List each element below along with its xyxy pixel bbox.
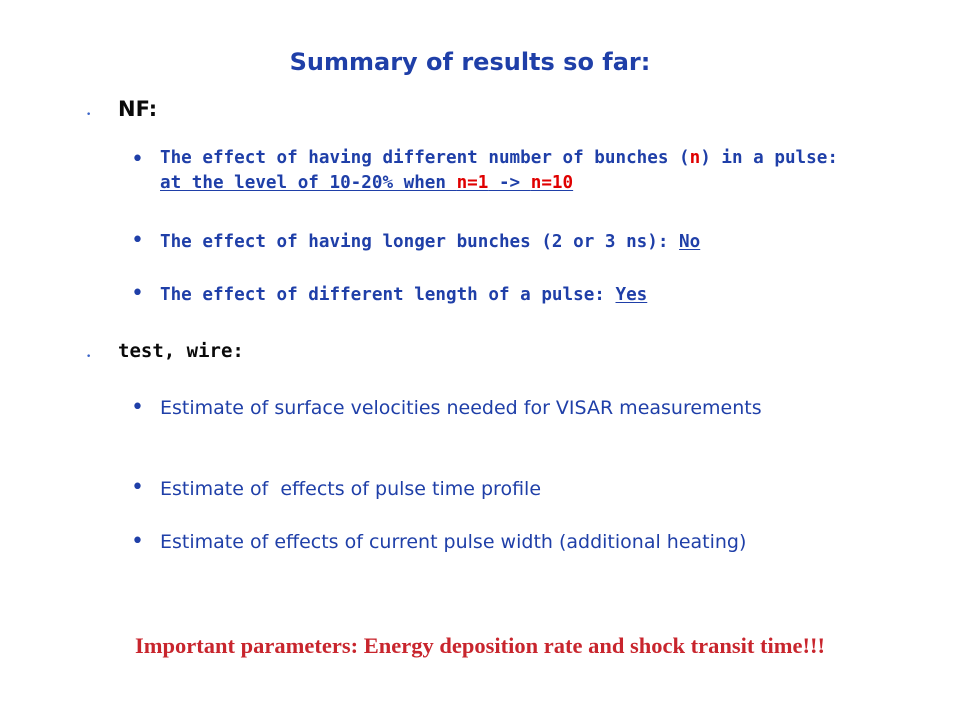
item-text: The effect of different length of a puls… bbox=[160, 285, 616, 305]
bullet-dot: • bbox=[131, 529, 144, 554]
item-text: ) in a pulse: bbox=[700, 148, 838, 168]
slide-title: Summary of results so far: bbox=[289, 48, 651, 76]
list-item-time-profile: Estimate of effects of pulse time profil… bbox=[160, 478, 542, 500]
bullet-dot: • bbox=[131, 147, 144, 172]
bullet-dot: • bbox=[131, 395, 144, 420]
bullet-dot: • bbox=[131, 281, 144, 306]
list-item-longer-bunches: The effect of having longer bunches (2 o… bbox=[160, 230, 850, 255]
bullet-dot: • bbox=[86, 352, 92, 362]
item-text: The effect of having different number of… bbox=[160, 148, 690, 168]
list-item-pulse-width: Estimate of effects of current pulse wid… bbox=[160, 531, 747, 553]
item-variable-n: n bbox=[689, 148, 701, 168]
list-item-bunches: The effect of having different number of… bbox=[160, 146, 850, 196]
section-heading-test-wire: test, wire: bbox=[118, 340, 244, 362]
item-result: at the level of 10-20% when n=1 -> n=10 bbox=[160, 173, 574, 193]
list-item-surface-velocities: Estimate of surface velocities needed fo… bbox=[160, 397, 762, 419]
bullet-dot: • bbox=[131, 475, 144, 500]
bullet-dot: • bbox=[86, 110, 92, 120]
footer-note: Important parameters: Energy deposition … bbox=[135, 633, 825, 658]
item-text: The effect of having longer bunches (2 o… bbox=[160, 232, 680, 252]
list-item-pulse-length: The effect of different length of a puls… bbox=[160, 283, 850, 308]
bullet-dot: • bbox=[131, 228, 144, 253]
item-answer: No bbox=[679, 232, 701, 252]
section-heading-nf: NF: bbox=[118, 97, 158, 121]
item-answer: Yes bbox=[615, 285, 648, 305]
